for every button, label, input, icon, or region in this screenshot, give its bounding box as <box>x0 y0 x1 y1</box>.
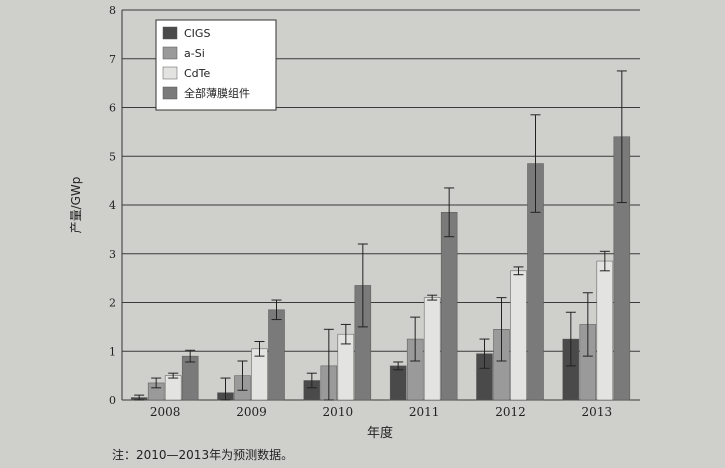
legend-label: CIGS <box>184 27 210 40</box>
bar <box>596 260 614 401</box>
bars <box>130 70 631 401</box>
y-tick-label: 8 <box>109 4 116 17</box>
y-axis-label: 产量/GWp <box>69 177 83 234</box>
bar <box>268 309 285 401</box>
y-tick-label: 1 <box>109 345 116 358</box>
legend-swatch <box>162 26 178 40</box>
x-tick-label: 2012 <box>495 405 526 419</box>
legend-swatch <box>162 86 178 100</box>
x-tick-label: 2009 <box>236 405 267 419</box>
x-tick-label: 2011 <box>409 405 440 419</box>
x-tick-labels: 2008 2009 2010 2011 2012 2013 <box>150 405 612 419</box>
bar <box>423 297 441 401</box>
legend-label: a-Si <box>184 47 205 60</box>
y-tick-label: 2 <box>109 297 116 310</box>
x-tick-label: 2013 <box>582 405 613 419</box>
legend-swatch <box>162 66 178 80</box>
bar <box>164 375 182 401</box>
y-tick-label: 7 <box>109 53 116 66</box>
y-tick-label: 6 <box>109 102 116 115</box>
legend-label: CdTe <box>184 67 211 80</box>
x-tick-label: 2010 <box>323 405 354 419</box>
y-tick-labels: 0 1 2 3 4 5 6 7 8 <box>109 4 116 407</box>
y-tick-label: 3 <box>109 248 116 261</box>
y-tick-label: 5 <box>109 150 116 163</box>
legend-swatch <box>162 46 178 60</box>
x-axis-label: 年度 <box>367 425 393 441</box>
y-tick-label: 4 <box>109 199 116 212</box>
legend: CIGS a-Si CdTe 全部薄膜组件 <box>155 19 277 111</box>
y-tick-label: 0 <box>109 394 116 407</box>
bar <box>440 212 458 401</box>
bar <box>510 270 527 401</box>
legend-label: 全部薄膜组件 <box>184 86 250 100</box>
x-tick-label: 2008 <box>150 405 181 419</box>
bar <box>389 365 407 401</box>
footnote: 注：2010—2013年为预测数据。 <box>112 448 294 462</box>
bar <box>181 355 199 401</box>
